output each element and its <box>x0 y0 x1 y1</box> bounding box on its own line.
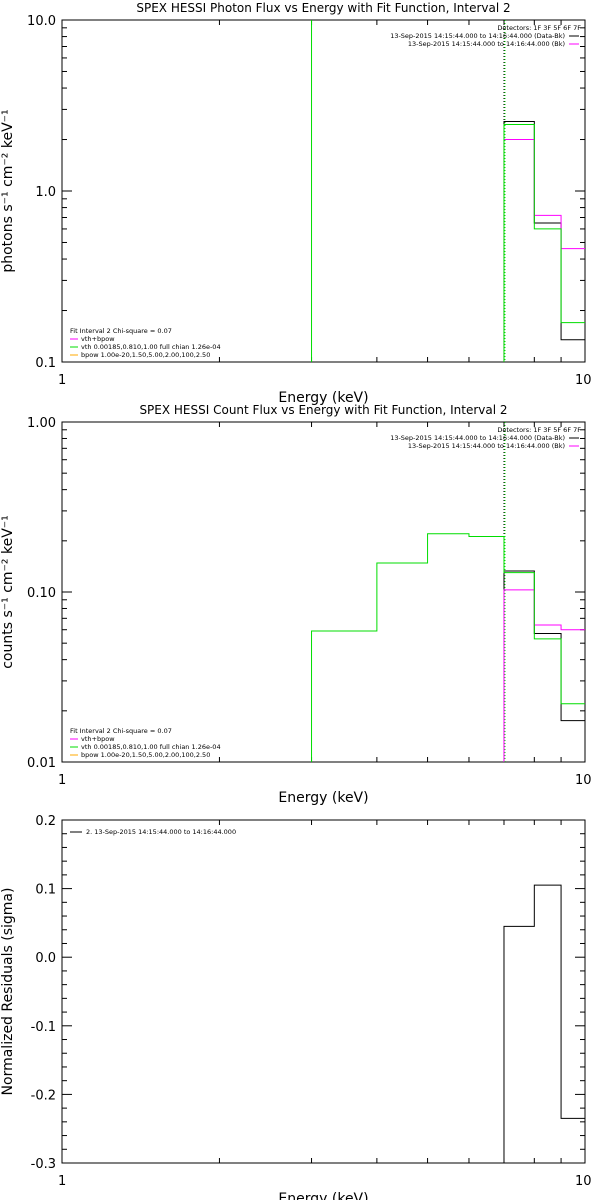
legend-entry: vth 0.00185,0.810,1.00 full chian 1.26e-… <box>81 743 221 751</box>
legend-entry: bpow 1.00e-20,1.50,5.00,2.00,100,2.50 <box>81 751 210 759</box>
y-tick-label: 0.0 <box>35 951 56 966</box>
histogram-step <box>503 884 585 1163</box>
legend-entry: 2. 13-Sep-2015 14:15:44.000 to 14:16:44.… <box>86 828 236 836</box>
legend-entry: 13-Sep-2015 14:15:44.000 to 14:16:44.000… <box>408 40 565 48</box>
series <box>503 123 585 362</box>
legend-entry: Fit Interval 2 Chi-square = 0.07 <box>70 727 172 735</box>
x-tick-label: 10 <box>575 773 592 788</box>
x-tick-label: 1 <box>58 373 66 388</box>
legend-entry: Fit Interval 2 Chi-square = 0.07 <box>70 327 172 335</box>
y-tick-label: 10.0 <box>27 14 56 29</box>
detectors-label: Detectors: 1F 3F 5F 6F 7F <box>497 24 581 32</box>
y-tick-label: 0.10 <box>27 586 56 601</box>
y-tick-label: 1.00 <box>27 416 56 431</box>
histogram-step <box>503 570 585 762</box>
series <box>503 120 585 362</box>
y-axis-label: photons s⁻¹ cm⁻² keV⁻¹ <box>0 109 16 272</box>
x-axis-label: Energy (keV) <box>278 390 368 406</box>
plot-frame <box>61 819 586 1164</box>
detectors-label: Detectors: 1F 3F 5F 6F 7F <box>497 426 581 434</box>
legend-entry: vth 0.00185,0.810,1.00 full chian 1.26e-… <box>81 343 221 351</box>
x-tick-label: 10 <box>575 1174 592 1189</box>
histogram-step <box>503 123 585 362</box>
legend-entry: vth+bpow <box>81 735 115 743</box>
y-tick-label: -0.3 <box>31 1157 56 1172</box>
series <box>503 139 585 362</box>
x-tick-label: 10 <box>575 373 592 388</box>
legend-entry: 13-Sep-2015 14:15:44.000 to 14:16:44.000… <box>390 32 565 40</box>
chart-title: SPEX HESSI Photon Flux vs Energy with Fi… <box>136 1 510 15</box>
plot-frame <box>61 421 586 763</box>
y-axis-label: counts s⁻¹ cm⁻² keV⁻¹ <box>0 515 16 669</box>
series <box>311 533 585 762</box>
y-tick-label: 0.2 <box>35 814 56 829</box>
plot-frame <box>61 19 586 363</box>
y-tick-label: 0.1 <box>35 356 56 371</box>
x-axis-label: Energy (keV) <box>278 1191 368 1200</box>
histogram-step <box>311 533 585 762</box>
series <box>503 589 585 762</box>
y-axis-label: Normalized Residuals (sigma) <box>0 888 16 1096</box>
legend-entry: 13-Sep-2015 14:15:44.000 to 14:16:44.000… <box>408 442 565 450</box>
x-axis-label: Energy (keV) <box>278 790 368 806</box>
x-tick-label: 1 <box>58 773 66 788</box>
series <box>503 884 585 1163</box>
legend-entry: vth+bpow <box>81 335 115 343</box>
chart-title: SPEX HESSI Count Flux vs Energy with Fit… <box>139 403 507 417</box>
y-tick-label: 1.0 <box>35 185 56 200</box>
series <box>503 570 585 762</box>
histogram-step <box>503 139 585 362</box>
histogram-step <box>503 589 585 762</box>
histogram-step <box>503 120 585 362</box>
y-tick-label: 0.01 <box>27 756 56 771</box>
x-tick-label: 1 <box>58 1174 66 1189</box>
y-tick-label: 0.1 <box>35 883 56 898</box>
y-tick-label: -0.2 <box>31 1088 56 1103</box>
y-tick-label: -0.1 <box>31 1020 56 1035</box>
legend-entry: bpow 1.00e-20,1.50,5.00,2.00,100,2.50 <box>81 351 210 359</box>
legend-entry: 13-Sep-2015 14:15:44.000 to 14:16:44.000… <box>390 434 565 442</box>
